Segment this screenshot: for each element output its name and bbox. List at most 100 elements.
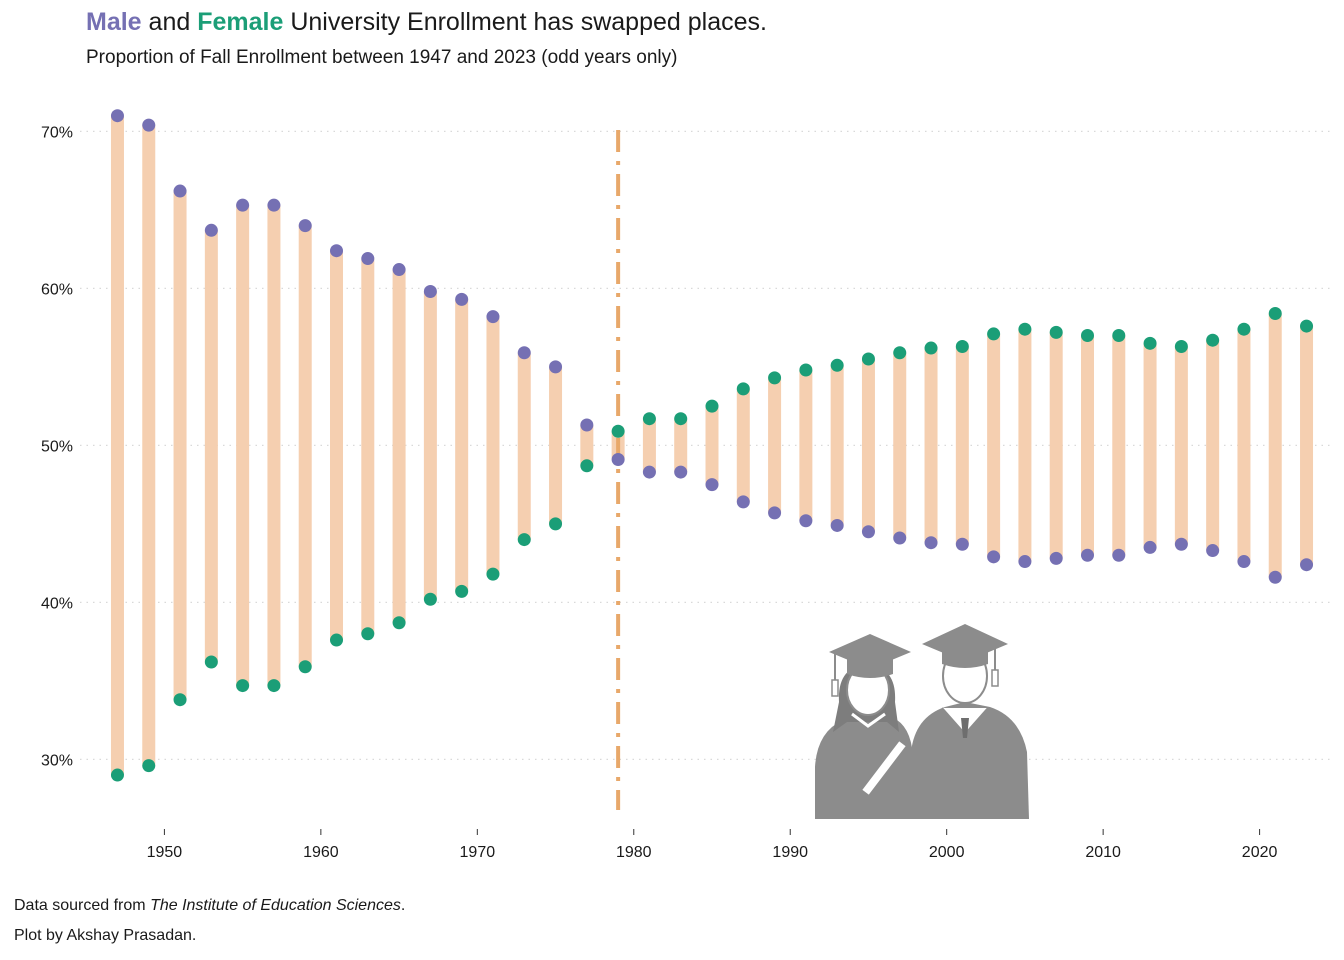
male-point: [893, 531, 907, 545]
x-tick-label: 1970: [460, 844, 496, 861]
dumbbell-segment: [298, 225, 312, 667]
dumbbell-segment: [1268, 313, 1282, 578]
female-point: [1268, 307, 1282, 321]
title-male-word: Male: [86, 8, 142, 36]
male-point: [267, 198, 281, 212]
dumbbell-segment: [330, 250, 344, 641]
female-point: [142, 759, 156, 773]
dumbbell-segment: [1049, 332, 1063, 559]
caption-author: Plot by Akshay Prasadan.: [14, 927, 197, 944]
female-point: [173, 693, 187, 707]
dumbbell-segment: [392, 269, 406, 623]
dumbbell-segment: [674, 418, 688, 473]
female-point: [924, 341, 938, 355]
female-point: [768, 371, 782, 385]
female-point: [486, 567, 500, 581]
male-point: [1049, 551, 1063, 565]
graduates-icon: [815, 624, 1029, 819]
female-point: [1300, 319, 1314, 333]
dumbbell-segment: [1237, 329, 1251, 562]
x-axis: 1950 1960 1970 1980 1990 2000 2010 2020: [147, 829, 1278, 861]
female-point: [267, 679, 281, 693]
female-point: [1174, 339, 1188, 353]
male-point: [924, 536, 938, 550]
y-tick-label: 60%: [41, 281, 73, 298]
male-point: [1174, 537, 1188, 551]
male-point: [830, 518, 844, 532]
x-tick-label: 1990: [772, 844, 808, 861]
male-point: [736, 495, 750, 509]
male-point: [705, 478, 719, 492]
male-point: [642, 465, 656, 479]
dumbbell-segment: [142, 125, 156, 766]
male-point: [1018, 555, 1032, 569]
female-point: [236, 679, 250, 693]
dumbbell-segment: [1080, 335, 1094, 556]
female-point: [893, 346, 907, 360]
dumbbell-segment: [110, 115, 124, 776]
male-point: [1300, 558, 1314, 572]
dumbbell-segment: [455, 299, 469, 592]
dumbbell-segment: [517, 352, 531, 540]
female-point: [1237, 322, 1251, 336]
dumbbell-chart: 30% 40% 50% 60% 70% 1950 1960 1970 1980 1990 2000…: [41, 109, 1332, 861]
female-point: [1206, 333, 1220, 347]
female-point: [1018, 322, 1032, 336]
male-point: [768, 506, 782, 520]
x-tick-label: 1980: [616, 844, 652, 861]
male-point: [1206, 544, 1220, 558]
dumbbell-segment: [549, 366, 563, 524]
dumbbell-segment: [1143, 343, 1157, 548]
male-point: [236, 198, 250, 212]
male-point: [423, 285, 437, 299]
male-point: [173, 184, 187, 198]
female-point: [705, 399, 719, 413]
dumbbell-segment: [236, 205, 250, 686]
female-point: [830, 358, 844, 372]
dumbbell-segment: [361, 258, 375, 634]
caption-source-name: The Institute of Education Sciences: [150, 897, 401, 914]
grid-layer: [80, 130, 1332, 761]
female-point: [423, 592, 437, 606]
male-point: [1143, 540, 1157, 554]
caption-source-prefix: Data sourced from: [14, 897, 146, 914]
female-point: [861, 352, 875, 366]
female-point: [361, 627, 375, 641]
male-point: [392, 263, 406, 277]
y-axis: 30% 40% 50% 60% 70%: [41, 124, 73, 769]
female-point: [1049, 325, 1063, 339]
x-tick-label: 2020: [1242, 844, 1278, 861]
chart-subtitle: Proportion of Fall Enrollment between 19…: [86, 47, 678, 68]
female-point: [455, 584, 469, 598]
y-tick-label: 50%: [41, 438, 73, 455]
male-point: [674, 465, 688, 479]
female-point: [1112, 328, 1126, 342]
male-point: [517, 346, 531, 360]
female-point: [1143, 336, 1157, 350]
dumbbell-segment: [486, 316, 500, 575]
dumbbell-segment: [861, 359, 875, 532]
dumbbell-segment: [1018, 329, 1032, 562]
male-point: [1112, 548, 1126, 562]
male-point: [455, 292, 469, 306]
male-point: [1237, 555, 1251, 569]
male-point: [298, 219, 312, 233]
chart-title: Male and Female University Enrollment ha…: [86, 8, 767, 37]
female-point: [642, 412, 656, 426]
male-point: [955, 537, 969, 551]
female-point: [955, 339, 969, 353]
dumbbell-segment: [1206, 340, 1220, 551]
x-tick-label: 1960: [303, 844, 339, 861]
dumbbell-segment: [642, 418, 656, 473]
dumbbell-segment: [893, 352, 907, 538]
female-point: [330, 633, 344, 647]
female-point: [204, 655, 218, 669]
caption-source-suffix: .: [400, 897, 406, 914]
female-point: [392, 616, 406, 630]
female-point: [298, 660, 312, 674]
male-point: [987, 550, 1001, 564]
female-point: [580, 459, 594, 473]
x-tick-label: 1950: [147, 844, 183, 861]
male-point: [1080, 548, 1094, 562]
dumbbell-segment: [705, 406, 719, 485]
